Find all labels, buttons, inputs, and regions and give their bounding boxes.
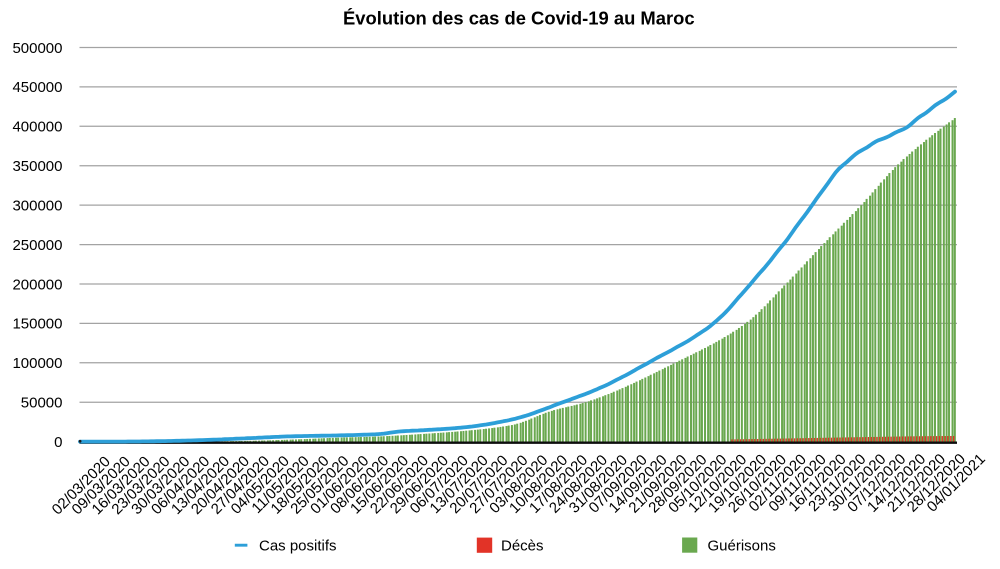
svg-text:300000: 300000 [12, 197, 62, 214]
svg-text:250000: 250000 [12, 237, 62, 254]
svg-text:Guérisons: Guérisons [708, 538, 776, 555]
svg-text:Décès: Décès [501, 538, 544, 555]
svg-text:500000: 500000 [12, 40, 62, 57]
svg-text:Cas positifs: Cas positifs [259, 538, 337, 555]
svg-text:Évolution des cas de Covid-19: Évolution des cas de Covid-19 au Maroc [343, 8, 695, 29]
svg-text:50000: 50000 [21, 395, 63, 412]
svg-text:0: 0 [54, 434, 62, 451]
svg-text:350000: 350000 [12, 158, 62, 175]
svg-text:100000: 100000 [12, 355, 62, 372]
svg-text:400000: 400000 [12, 119, 62, 136]
svg-text:200000: 200000 [12, 276, 62, 293]
svg-text:150000: 150000 [12, 316, 62, 333]
svg-text:450000: 450000 [12, 79, 62, 96]
